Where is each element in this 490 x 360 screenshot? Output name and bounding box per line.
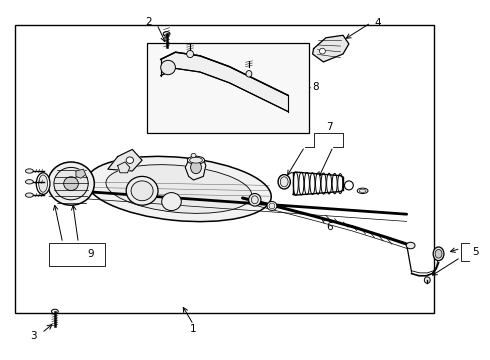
Text: 7: 7 [326, 122, 333, 132]
Ellipse shape [249, 194, 261, 206]
Ellipse shape [316, 173, 320, 194]
Bar [49, 243, 105, 266]
Ellipse shape [433, 247, 444, 261]
Ellipse shape [251, 196, 258, 204]
Text: 2: 2 [145, 17, 152, 27]
Ellipse shape [131, 181, 153, 201]
Ellipse shape [435, 249, 442, 258]
Ellipse shape [280, 177, 288, 187]
Ellipse shape [424, 277, 430, 283]
Ellipse shape [188, 156, 205, 164]
Ellipse shape [126, 157, 133, 163]
Text: 6: 6 [326, 222, 333, 232]
Ellipse shape [162, 193, 181, 211]
Polygon shape [313, 35, 349, 62]
Ellipse shape [319, 48, 325, 54]
Ellipse shape [39, 175, 48, 192]
Ellipse shape [338, 174, 343, 194]
Ellipse shape [86, 156, 271, 222]
Ellipse shape [163, 32, 170, 36]
Ellipse shape [191, 153, 196, 158]
Ellipse shape [25, 193, 33, 197]
Ellipse shape [191, 161, 201, 174]
Bar [147, 43, 309, 133]
Ellipse shape [54, 167, 88, 200]
Ellipse shape [36, 173, 50, 194]
Ellipse shape [190, 157, 202, 163]
Ellipse shape [294, 172, 298, 195]
Ellipse shape [327, 173, 332, 194]
Ellipse shape [344, 181, 353, 190]
Ellipse shape [332, 174, 337, 194]
Ellipse shape [278, 175, 290, 189]
Ellipse shape [106, 165, 252, 213]
Ellipse shape [304, 172, 309, 195]
Ellipse shape [359, 189, 366, 193]
Ellipse shape [161, 60, 175, 75]
Ellipse shape [357, 188, 368, 194]
Ellipse shape [299, 172, 304, 195]
Ellipse shape [406, 242, 415, 249]
Ellipse shape [269, 203, 275, 209]
Ellipse shape [48, 162, 94, 205]
Polygon shape [185, 157, 206, 180]
Polygon shape [161, 52, 288, 112]
Ellipse shape [187, 50, 194, 58]
Ellipse shape [126, 176, 158, 205]
Text: 8: 8 [313, 82, 319, 93]
Text: 3: 3 [30, 330, 37, 341]
Polygon shape [118, 162, 130, 173]
Text: 1: 1 [190, 324, 197, 334]
Text: 4: 4 [375, 18, 382, 28]
Polygon shape [108, 149, 142, 171]
Ellipse shape [267, 202, 277, 210]
Ellipse shape [25, 180, 33, 184]
Text: 9: 9 [88, 249, 95, 259]
Ellipse shape [25, 169, 33, 173]
Ellipse shape [51, 309, 58, 314]
Ellipse shape [246, 71, 252, 77]
Ellipse shape [64, 177, 78, 190]
Bar [15, 25, 434, 313]
Ellipse shape [310, 173, 315, 194]
Text: 5: 5 [472, 247, 479, 257]
Ellipse shape [321, 173, 326, 194]
Polygon shape [76, 169, 86, 178]
